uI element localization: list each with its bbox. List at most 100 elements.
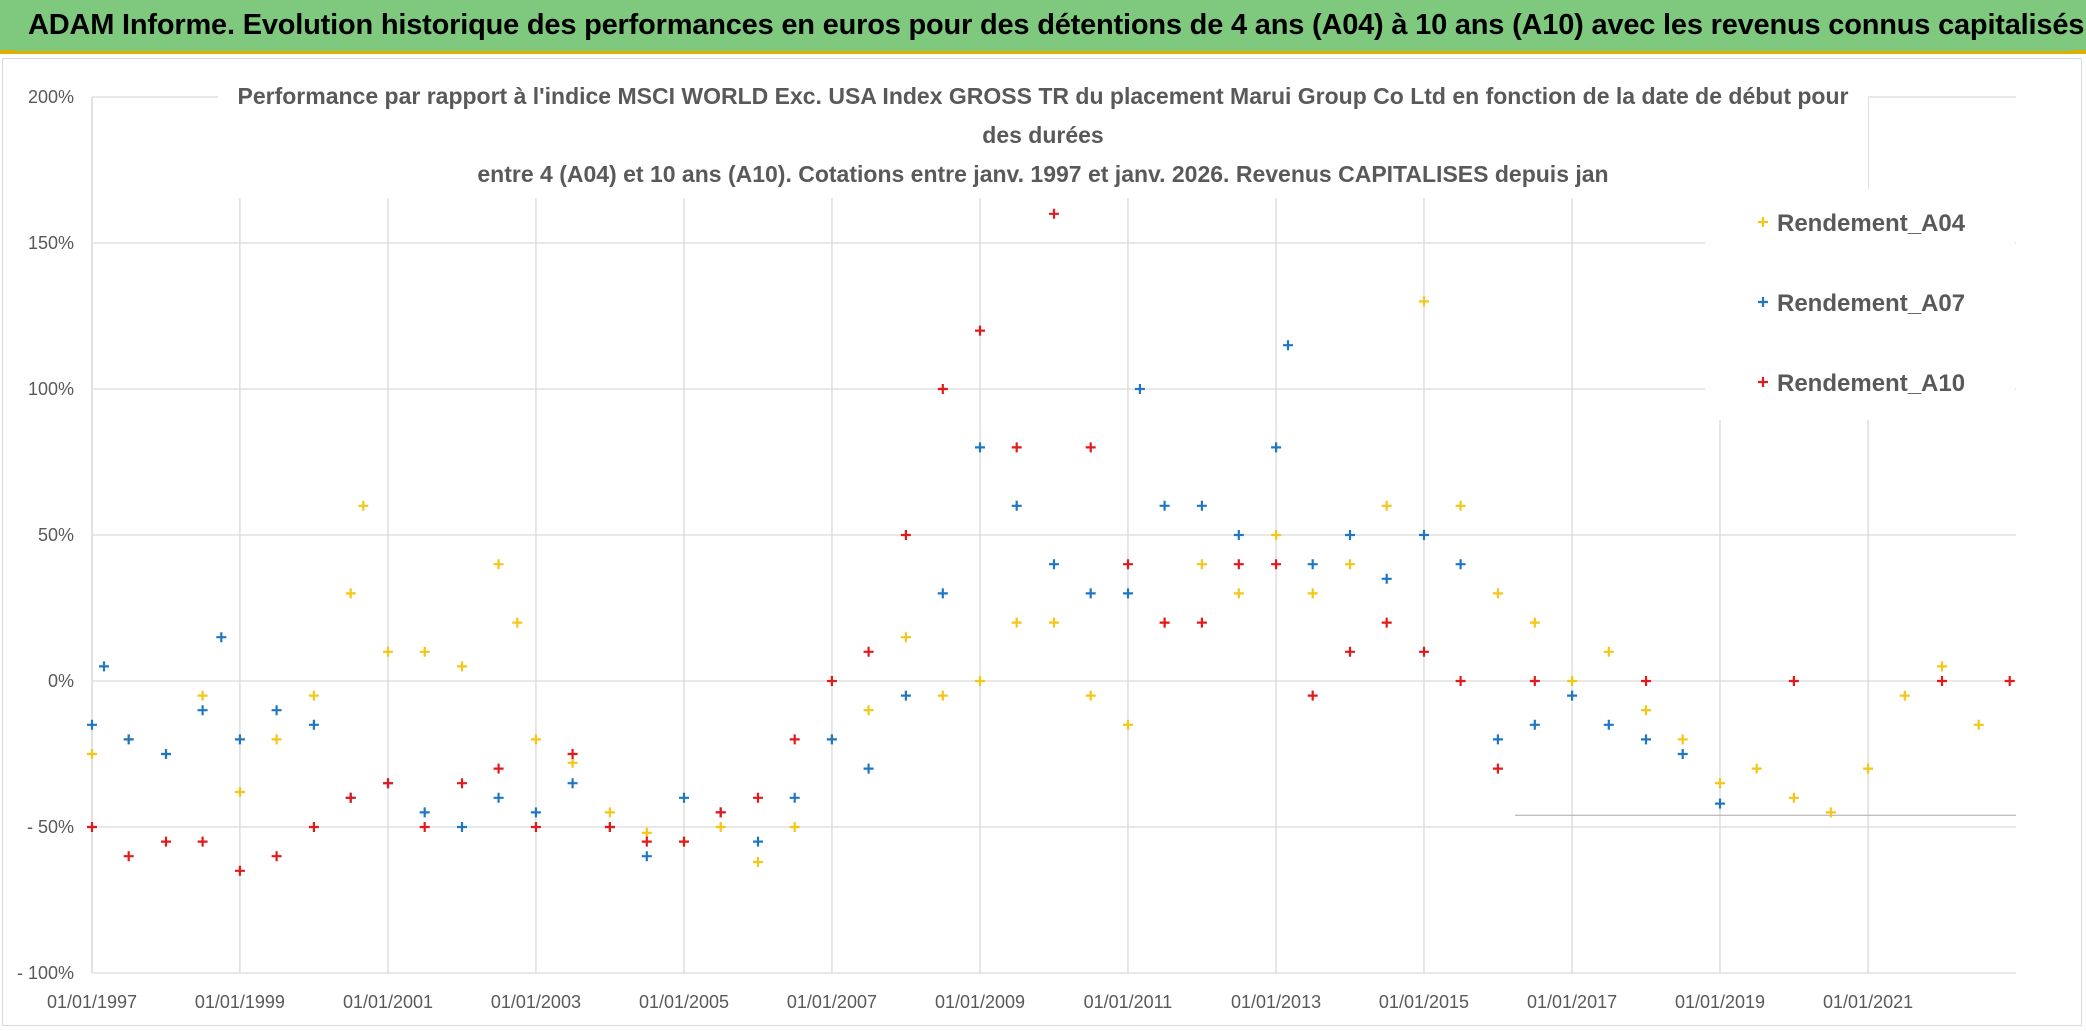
data-point	[1419, 296, 1429, 307]
data-point	[937, 588, 948, 599]
data-point	[604, 807, 615, 818]
data-point	[900, 632, 911, 643]
data-point	[1049, 208, 1059, 219]
data-point	[87, 719, 97, 730]
data-point	[1529, 719, 1540, 730]
data-point	[679, 792, 689, 803]
data-point	[937, 384, 948, 394]
data-point	[345, 792, 356, 803]
data-point	[1011, 442, 1022, 453]
data-point	[1011, 500, 1022, 511]
data-point	[383, 778, 393, 789]
data-point	[1863, 763, 1874, 774]
data-point	[641, 827, 652, 838]
data-point	[1715, 778, 1725, 789]
data-point	[493, 763, 504, 774]
x-tick-label: 01/01/2009	[935, 992, 1025, 1012]
data-point	[1196, 559, 1207, 570]
data-point	[530, 822, 541, 832]
data-point	[197, 836, 208, 847]
data-point	[530, 734, 541, 745]
data-point	[753, 857, 763, 867]
legend-label: Rendement_A04	[1777, 210, 1966, 237]
data-point	[308, 719, 319, 730]
data-point	[1233, 530, 1244, 540]
data-point	[358, 500, 369, 511]
data-point	[197, 705, 208, 716]
data-point	[457, 661, 467, 672]
data-point	[1641, 676, 1651, 686]
data-point	[123, 734, 134, 745]
data-point	[123, 851, 134, 862]
chart-title-line-1: Performance par rapport à l'indice MSCI …	[238, 83, 1849, 109]
data-point	[1381, 617, 1392, 628]
data-point	[1973, 719, 1984, 730]
data-point	[271, 705, 282, 716]
series-Rendement_A07	[87, 340, 1725, 862]
legend-label: Rendement_A10	[1777, 370, 1965, 397]
data-point	[1049, 617, 1059, 628]
data-point	[1677, 734, 1688, 745]
data-point	[1899, 690, 1910, 701]
data-point	[1307, 559, 1318, 570]
data-point	[937, 690, 948, 701]
data-point	[900, 690, 911, 701]
data-point	[234, 865, 245, 876]
data-point	[863, 763, 874, 774]
legend-marker	[1758, 377, 1768, 387]
data-point	[1492, 734, 1503, 745]
x-tick-label: 01/01/2005	[639, 992, 729, 1012]
data-point	[1381, 500, 1392, 511]
x-tick-label: 01/01/2019	[1675, 992, 1765, 1012]
x-tick-label: 01/01/2001	[343, 992, 433, 1012]
data-point	[1233, 588, 1244, 599]
data-point	[975, 676, 985, 686]
data-point	[1715, 798, 1725, 809]
data-point	[419, 807, 430, 818]
data-point	[1085, 588, 1096, 599]
data-point	[457, 778, 467, 789]
data-point	[345, 588, 356, 599]
legend-background	[1705, 190, 2015, 420]
y-tick-label: - 100%	[17, 963, 74, 983]
data-point	[826, 676, 837, 686]
y-tick-label: 150%	[28, 233, 74, 253]
data-point	[457, 822, 467, 832]
data-point	[1345, 530, 1355, 540]
legend-label: Rendement_A07	[1777, 290, 1965, 317]
data-point	[1751, 763, 1762, 774]
data-point	[863, 705, 874, 716]
data-point	[789, 734, 800, 745]
data-point	[604, 822, 615, 832]
data-point	[1011, 617, 1022, 628]
data-point	[1825, 807, 1836, 818]
data-point	[1345, 559, 1355, 570]
data-point	[1419, 530, 1429, 540]
title-background	[218, 76, 1868, 198]
data-point	[1049, 559, 1059, 570]
data-point	[1307, 588, 1318, 599]
data-point	[1677, 749, 1688, 759]
data-point	[308, 822, 319, 832]
data-point	[900, 530, 911, 540]
data-point	[271, 851, 282, 862]
chart-grid	[91, 96, 2016, 974]
data-point	[1159, 500, 1170, 511]
y-tick-label: 100%	[28, 379, 74, 399]
data-point	[1492, 588, 1503, 599]
series-Rendement_A10	[87, 208, 2015, 876]
data-point	[567, 778, 578, 789]
series-Rendement_A04	[87, 296, 1984, 867]
y-axis-ticks: 200% 150% 100% 50% 0% - 50% - 100%	[17, 87, 74, 983]
y-tick-label: 50%	[38, 525, 74, 545]
data-point	[1937, 676, 1947, 686]
data-point	[826, 734, 837, 745]
data-point	[1603, 646, 1614, 657]
banner-corner-right	[2072, 50, 2086, 54]
data-point	[1085, 690, 1096, 701]
data-point	[1492, 763, 1503, 774]
data-point	[493, 559, 504, 570]
data-point	[1283, 340, 1293, 351]
data-point	[715, 822, 726, 832]
